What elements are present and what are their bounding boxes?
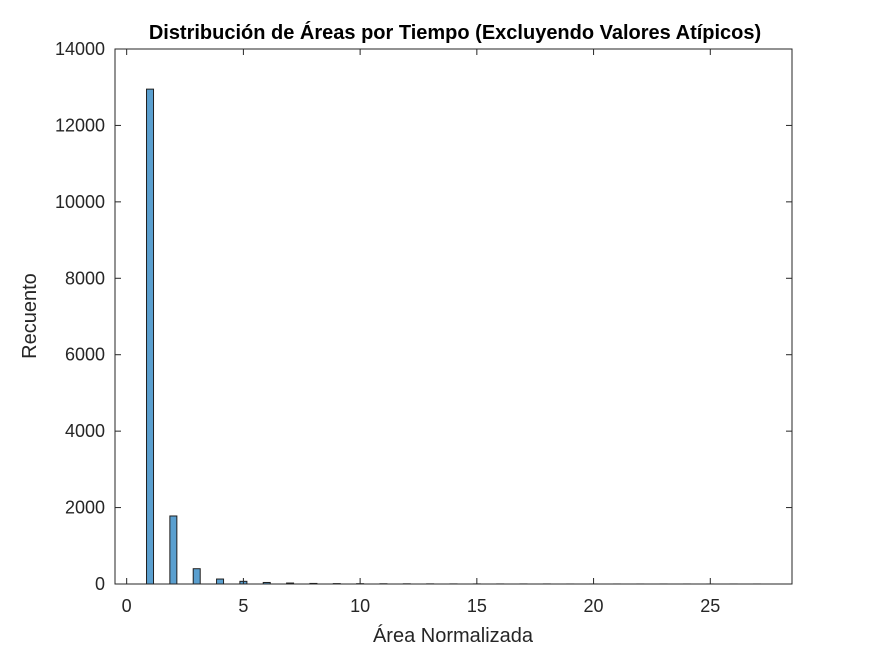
- x-tick-label: 5: [238, 596, 248, 616]
- y-tick-label: 4000: [65, 421, 105, 441]
- y-tick-label: 6000: [65, 345, 105, 365]
- y-tick-label: 8000: [65, 268, 105, 288]
- plot-background: [115, 49, 792, 584]
- x-axis-ticks: 0 5 10 15 20 25: [122, 49, 720, 616]
- x-tick-label: 25: [700, 596, 720, 616]
- y-tick-label: 14000: [55, 39, 105, 59]
- x-tick-label: 20: [584, 596, 604, 616]
- plot-area: 0 5 10 15 20 25 0 2000 4000 6000 8000 10000 12000 14…: [55, 39, 793, 616]
- y-tick-label: 0: [95, 574, 105, 594]
- histogram-bar: [146, 88, 155, 585]
- y-tick-label: 2000: [65, 498, 105, 518]
- chart-title: Distribución de Áreas por Tiempo (Excluy…: [149, 21, 761, 44]
- y-axis-ticks: 0 2000 4000 6000 8000 10000 12000 14000: [55, 39, 792, 594]
- x-tick-label: 10: [350, 596, 370, 616]
- histogram-bar: [192, 568, 201, 585]
- y-axis-label: Recuento: [19, 273, 41, 359]
- histogram-bar: [216, 578, 225, 585]
- x-tick-label: 0: [122, 596, 132, 616]
- x-tick-label: 15: [467, 596, 487, 616]
- y-tick-label: 12000: [55, 115, 105, 135]
- y-tick-label: 10000: [55, 192, 105, 212]
- histogram-bar: [169, 515, 178, 585]
- axes-box: [114, 48, 793, 585]
- x-axis-label: Área Normalizada: [373, 624, 534, 647]
